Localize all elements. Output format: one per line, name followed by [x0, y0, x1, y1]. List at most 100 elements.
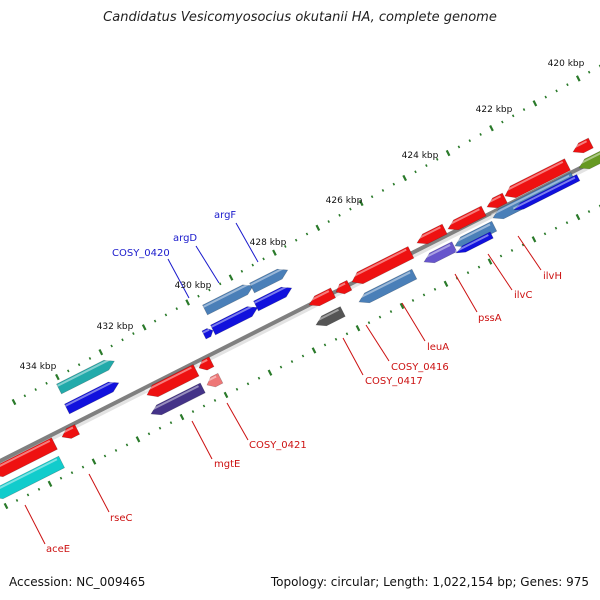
- gene-label: ilvC: [514, 290, 532, 301]
- gene-arrow-reverse-body: [335, 279, 353, 295]
- scale-tick-inner: [334, 337, 338, 341]
- scale-label: 424 kbp: [402, 151, 439, 161]
- labels: 420 kbp 422 kbp 424 kbp 426 kbp 428 kbp 430 k…: [20, 59, 585, 555]
- gene-arrow-forward-body: [56, 359, 115, 395]
- scale-tick-outer: [34, 388, 37, 391]
- scale-tick-outer: [272, 249, 277, 256]
- gene-arrow-reverse: [502, 158, 571, 199]
- scale-tick-outer: [435, 157, 439, 161]
- label-leader: [454, 273, 478, 313]
- gene-arrow-forward: [201, 328, 214, 340]
- scale-tick-outer: [587, 70, 591, 74]
- scale-tick-outer: [197, 294, 200, 298]
- gene-arrow-reverse-highlight: [196, 359, 208, 366]
- scale-tick-inner: [531, 236, 537, 243]
- backbone: [0, 155, 600, 467]
- gene-arrow-forward: [64, 380, 120, 415]
- scale-tick-outer: [445, 149, 451, 157]
- gene-arrow-reverse: [570, 137, 594, 154]
- scale-tick-inner: [554, 226, 558, 230]
- scale-tick-outer: [228, 274, 234, 281]
- gene-label: rseC: [110, 513, 132, 524]
- label-leader: [167, 258, 190, 299]
- scale-tick-outer: [370, 195, 374, 199]
- gene-arrow-reverse-highlight: [421, 244, 451, 260]
- scale-tick-inner: [179, 413, 185, 421]
- scale-tick-outer: [315, 224, 321, 231]
- gene-arrow-forward: [56, 358, 115, 395]
- label-leader: [365, 324, 390, 362]
- scale-tick-outer: [11, 398, 17, 406]
- scale-tick-inner: [257, 376, 261, 380]
- scale-tick-inner: [213, 399, 217, 402]
- gene-arrow-reverse-body: [504, 158, 571, 199]
- scale-tick-outer: [414, 170, 417, 174]
- gene-arrow-reverse: [349, 246, 415, 285]
- scale-tick-inner: [246, 382, 250, 386]
- scale-tick-outer: [544, 95, 547, 99]
- gene-arrow-reverse-highlight: [570, 140, 588, 150]
- gene-arrow-reverse-body: [0, 455, 65, 500]
- gene-arrow-reverse-highlight: [349, 248, 407, 279]
- gene-arrow-reverse-body: [308, 287, 336, 307]
- label-leader: [342, 337, 364, 376]
- scale-tick-outer: [294, 238, 298, 242]
- gene-arrow-reverse-body: [206, 372, 224, 388]
- gene-arrow-reverse: [204, 372, 224, 388]
- scale-tick-inner: [345, 332, 349, 336]
- scale-tick-outer: [185, 299, 190, 306]
- gene-arrow-forward-highlight: [64, 380, 115, 407]
- gene-arrow-reverse: [414, 223, 448, 245]
- gene-arrow-reverse-highlight: [502, 160, 564, 193]
- scale-tick-inner: [70, 471, 74, 475]
- scale-tick-outer: [98, 349, 104, 356]
- gene-arrow-reverse-body: [146, 364, 200, 398]
- scale-tick-inner: [499, 254, 503, 258]
- gene-arrow-reverse: [313, 306, 346, 327]
- scale-tick-inner: [422, 293, 426, 297]
- gene-arrow-forward-body: [64, 381, 120, 415]
- scale-tick-inner: [235, 387, 239, 391]
- gene-arrow-forward-highlight: [202, 283, 250, 308]
- features: [0, 137, 600, 500]
- gene-arrow-reverse: [59, 424, 81, 439]
- gene-arrow-forward-body: [253, 286, 293, 312]
- scale-tick-inner: [169, 421, 173, 425]
- scale-tick-outer: [153, 319, 157, 323]
- gene-arrow-reverse-body: [0, 437, 58, 478]
- scale-tick-outer: [566, 83, 569, 87]
- scale-tick-outer: [457, 145, 461, 149]
- label-leader: [517, 235, 542, 271]
- scale-tick-inner: [411, 299, 415, 302]
- gene-arrow-forward: [253, 285, 293, 312]
- gene-arrow-reverse-body: [486, 192, 508, 209]
- gene-arrow-reverse-highlight: [0, 458, 58, 490]
- gene-arrow-reverse-body: [423, 241, 458, 264]
- scale-tick-outer: [67, 369, 70, 373]
- label-leader: [487, 253, 513, 291]
- scale-tick-outer: [55, 373, 60, 381]
- scale-tick-outer: [23, 394, 27, 398]
- scale-tick-inner: [158, 426, 162, 430]
- gene-arrow-forward-highlight: [249, 267, 284, 286]
- label-leader: [24, 504, 46, 545]
- gene-label: argD: [173, 233, 197, 244]
- scale-tick-outer: [132, 332, 135, 335]
- gene-arrow-reverse-highlight: [512, 176, 576, 210]
- gene-arrow-reverse: [144, 364, 200, 398]
- gene-arrow-reverse-highlight: [0, 439, 51, 468]
- label-leader: [195, 245, 220, 284]
- label-leader: [191, 420, 213, 460]
- gene-arrow-forward-body: [249, 268, 289, 294]
- scale-tick-outer: [284, 245, 287, 248]
- gene-arrow-reverse-body: [315, 306, 346, 327]
- gene-arrow-reverse-body: [455, 231, 494, 254]
- scale-tick-outer: [164, 313, 168, 317]
- scale-tick-outer: [251, 263, 254, 267]
- scale-tick-inner: [81, 465, 85, 469]
- scale-tick-outer: [575, 75, 581, 82]
- scale-tick-inner: [521, 243, 525, 247]
- gene-arrow-reverse-body: [572, 137, 594, 154]
- scale-tick-outer: [381, 189, 385, 192]
- scale-tick-outer: [468, 139, 472, 143]
